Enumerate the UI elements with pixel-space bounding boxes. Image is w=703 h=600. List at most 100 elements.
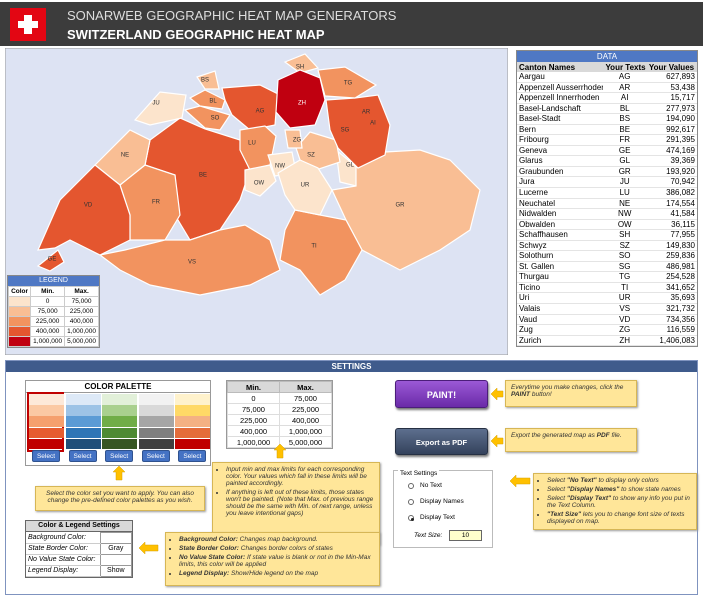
palette-swatch [138, 405, 174, 416]
note-item: Background Color: Changes map background… [179, 536, 374, 543]
legend-row: 400,000 1,000,000 [7, 326, 99, 337]
setting-value[interactable] [99, 532, 133, 544]
canton-label: SG [341, 128, 350, 134]
canton [36, 249, 65, 272]
paint-note: Everytime you make changes, click the PA… [505, 380, 637, 407]
select-button[interactable]: Select [68, 450, 97, 462]
palette-swatch [65, 394, 101, 405]
setting-value[interactable] [99, 553, 133, 566]
canton-name: Solothurn [517, 250, 604, 262]
note-text: Background Color: [179, 536, 238, 543]
legend-swatch [7, 296, 32, 307]
canton-label: VD [84, 203, 93, 209]
canton-label: VS [188, 260, 196, 266]
data-row: Valais VS 321,732 [517, 303, 697, 315]
data-column: Your Values [645, 62, 697, 72]
note-text: PDF [596, 432, 610, 439]
legend-row: 1,000,000 5,000,000 [7, 336, 99, 347]
legend-row: 0 75,000 [7, 296, 99, 307]
export-button[interactable]: Export as PDF [395, 428, 488, 455]
radio-label: Display Text [420, 514, 455, 521]
canton-value: 474,169 [645, 145, 697, 157]
color-legend-settings: Color & Legend Settings Background Color… [25, 520, 133, 578]
canton-text: GL [603, 155, 646, 167]
note-item: No Value State Color: If state value is … [179, 554, 374, 568]
canton-label: LU [248, 141, 256, 147]
legend-swatch [7, 316, 32, 327]
setting-value[interactable]: Show [99, 564, 133, 577]
note-item: State Border Color: Changes border color… [179, 545, 374, 552]
canton-text: FR [603, 134, 646, 146]
canton [221, 84, 281, 131]
palette-swatch [102, 438, 138, 450]
data-row: Fribourg FR 291,395 [517, 134, 697, 146]
canton-value: 254,528 [645, 271, 697, 283]
canton-label: SO [211, 116, 220, 122]
canton-value: 77,955 [645, 229, 697, 241]
note-text: Changes border colors of states [238, 545, 333, 552]
palette-swatch [175, 438, 211, 450]
select-button[interactable]: Select [178, 450, 207, 462]
note-text: Select [547, 495, 567, 502]
range-row: 1,000,000 5,000,000 [227, 436, 332, 448]
palette-title: COLOR PALETTE [26, 381, 210, 393]
legend-column: Max. [64, 286, 99, 297]
text-size-input[interactable]: 10 [449, 530, 482, 541]
data-row: Schwyz SZ 149,830 [517, 240, 697, 252]
brand: SONARWEB GEOGRAPHIC HEAT MAP GENERATORS [67, 8, 397, 23]
canton-text: VD [603, 314, 646, 326]
canton-text: AI [603, 92, 646, 104]
setting-row: Background Color: [26, 532, 133, 544]
select-button[interactable]: Select [141, 450, 170, 462]
data-row: Neuchatel NE 174,554 [517, 198, 697, 210]
radio[interactable] [408, 483, 414, 489]
canton-text: ZH [603, 335, 646, 347]
setting-label: Legend Display: [26, 565, 101, 577]
header [0, 2, 703, 46]
paint-button[interactable]: PAINT! [395, 380, 488, 408]
data-row: Appenzell Ausserrhoden AR 53,438 [517, 82, 697, 94]
note-item: Select "Display Names" to show state nam… [547, 486, 691, 493]
legend-max: 75,000 [64, 296, 99, 307]
radio[interactable] [408, 499, 414, 505]
select-button[interactable]: Select [32, 450, 60, 462]
canton-label: BL [209, 99, 217, 105]
canton-label: JU [152, 101, 159, 107]
note-text: Everytime you make changes, click the [511, 384, 624, 391]
range-row: 0 75,000 [227, 392, 332, 404]
canton-name: Appenzell Ausserrhoden [517, 82, 604, 94]
note-item: Input min and max limits for each corres… [226, 466, 374, 487]
note-text: No Value State Color: [179, 554, 246, 561]
legend-row: 75,000 225,000 [7, 306, 99, 317]
range-min: 0 [227, 392, 280, 404]
select-button[interactable]: Select [105, 450, 134, 462]
canton-name: Glarus [517, 155, 604, 167]
note-item: Legend Display: Show/Hide legend on the … [179, 570, 374, 577]
canton-name: Nidwalden [517, 208, 604, 220]
data-row: Schaffhausen SH 77,955 [517, 229, 697, 241]
canton-name: Thurgau [517, 271, 604, 283]
canton [188, 89, 226, 110]
radio-label: Display Names [420, 498, 464, 505]
canton-label: BS [201, 78, 209, 84]
range-max: 5,000,000 [279, 436, 332, 448]
legend-min: 0 [30, 296, 66, 307]
radio[interactable] [408, 515, 414, 521]
note-text: to display only colors [596, 477, 659, 484]
canton-label: GE [48, 257, 57, 263]
canton-name: Appenzell Innerrhoden [517, 92, 604, 104]
canton-name: Valais [517, 303, 604, 315]
canton [133, 91, 187, 126]
note-list: Background Color: Changes map background… [171, 536, 374, 577]
palette-swatch [65, 405, 101, 416]
canton [98, 224, 281, 296]
setting-value[interactable]: Gray [99, 542, 133, 555]
data-row: Bern BE 992,617 [517, 124, 697, 136]
color-legend-title: Color & Legend Settings [26, 521, 132, 532]
data-row: Uri UR 35,693 [517, 292, 697, 305]
canton-name: Basel-Stadt [517, 113, 604, 125]
note-item: Everytime you make changes, click the PA… [511, 384, 631, 398]
canton-text: GE [603, 145, 646, 157]
palette-swatch [175, 394, 211, 405]
